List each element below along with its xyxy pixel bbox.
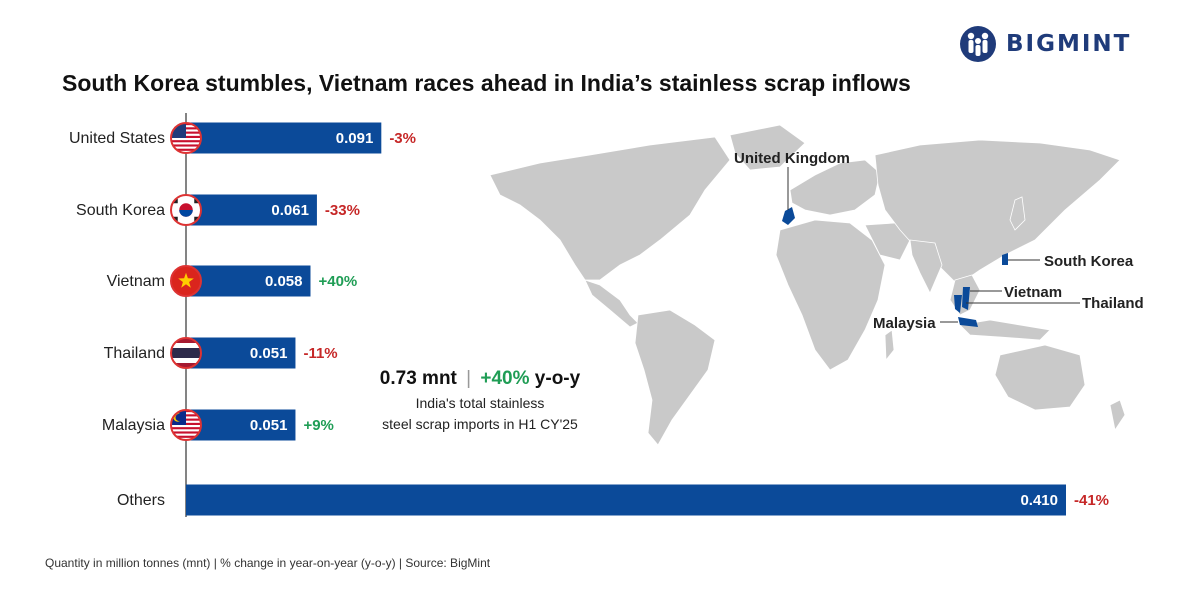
world-land: [489, 124, 1126, 446]
summary-line-1: India's total stainless: [415, 395, 545, 411]
change-label-others: -41%: [1074, 492, 1109, 509]
summary-total: 0.73 mnt: [379, 368, 457, 389]
world-map: United Kingdom South Korea Vietnam Thail…: [489, 124, 1144, 446]
brand-logo: BIGMINT: [958, 24, 1131, 64]
change-label-vietnam: +40%: [318, 273, 357, 290]
footer-note: Quantity in million tonnes (mnt) | % cha…: [45, 556, 491, 570]
value-label-others: 0.410: [1020, 492, 1058, 509]
map-label-south-korea: South Korea: [1044, 253, 1134, 270]
value-label-united-states: 0.091: [336, 130, 374, 147]
category-label-malaysia: Malaysia: [102, 417, 165, 434]
thailand-highlight: [954, 295, 962, 313]
change-label-united-states: -3%: [389, 130, 416, 147]
map-leader-lines: [787, 167, 1080, 323]
change-label-thailand: -11%: [303, 345, 337, 362]
summary-headline: 0.73 mnt | +40% y-o-y: [360, 368, 600, 390]
vietnam-flag-icon: [170, 265, 202, 297]
bar-chart: United States 0.091 -3% South Korea 0.061 -33…: [69, 113, 1109, 517]
summary-change: +40%: [480, 368, 530, 389]
chart-title: South Korea stumbles, Vietnam races ahea…: [62, 70, 911, 96]
south-korea-flag-icon: [170, 194, 202, 226]
uk-highlight: [782, 207, 795, 225]
bar-others: [186, 484, 1066, 516]
vietnam-highlight: [962, 287, 970, 310]
category-label-united-states: United States: [69, 130, 165, 147]
map-label-thailand: Thailand: [1082, 295, 1144, 312]
bar-south-korea: [186, 194, 317, 226]
highlighted-countries: [782, 207, 1008, 327]
category-label-vietnam: Vietnam: [107, 273, 165, 290]
malaysia-flag-icon: [170, 409, 202, 441]
summary-box: 0.73 mnt | +40% y-o-y India's total stai…: [360, 368, 600, 432]
summary-separator: |: [466, 368, 472, 389]
summary-line-2: steel scrap imports in H1 CY'25: [382, 416, 578, 432]
change-label-malaysia: +9%: [303, 417, 333, 434]
category-label-others: Others: [117, 492, 165, 509]
us-flag-icon: [170, 122, 202, 154]
people-logo-icon: [960, 26, 996, 62]
value-label-south-korea: 0.061: [271, 202, 309, 219]
bar-thailand: [186, 337, 296, 369]
value-label-vietnam: 0.058: [265, 273, 303, 290]
malaysia-highlight: [958, 317, 978, 327]
value-label-thailand: 0.051: [250, 345, 288, 362]
map-label-malaysia: Malaysia: [873, 315, 936, 332]
category-label-south-korea: South Korea: [76, 202, 165, 219]
summary-change-suffix: y-o-y: [534, 368, 581, 389]
map-label-united-kingdom: United Kingdom: [734, 150, 850, 167]
bar-malaysia: [186, 409, 296, 441]
change-label-south-korea: -33%: [325, 202, 360, 219]
category-label-thailand: Thailand: [104, 345, 165, 362]
bar-vietnam: [186, 265, 311, 297]
bar-united-states: [186, 122, 382, 154]
thailand-flag-icon: [170, 337, 202, 369]
map-label-vietnam: Vietnam: [1004, 284, 1062, 301]
value-label-malaysia: 0.051: [250, 417, 288, 434]
brand-name: BIGMINT: [1006, 31, 1132, 57]
south-korea-highlight: [1002, 253, 1008, 265]
